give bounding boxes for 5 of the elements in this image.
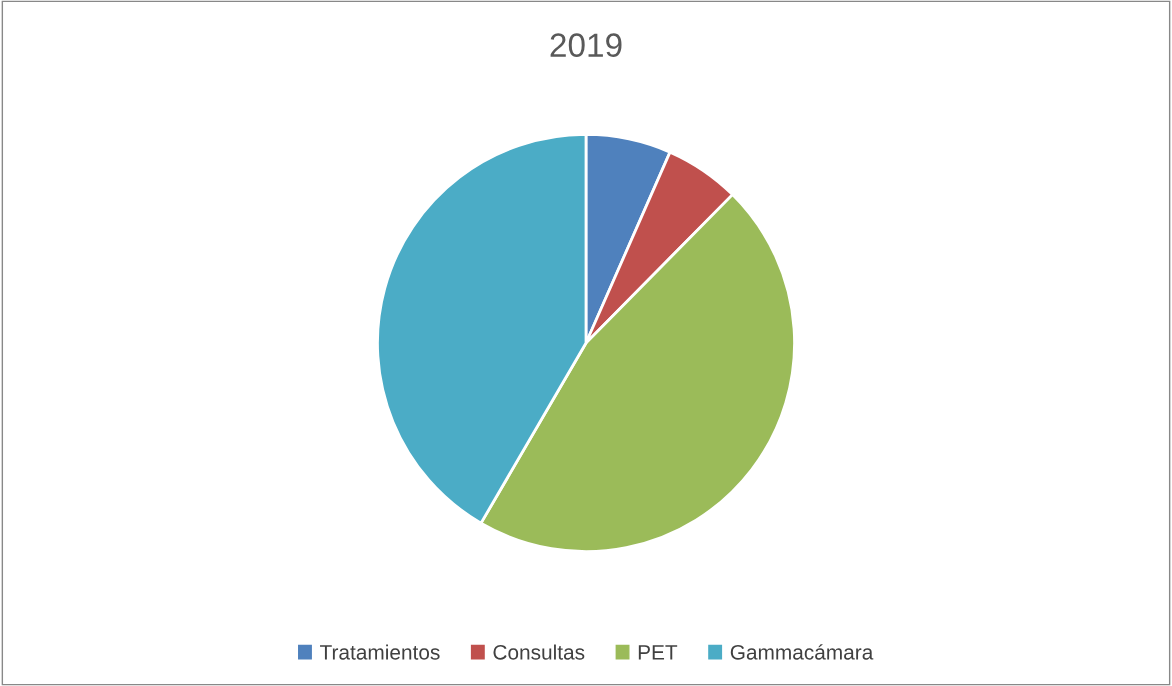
chart-title: 2019: [550, 33, 622, 57]
legend-label: Tratamientos: [320, 644, 440, 660]
legend-label: Gammacámara: [730, 644, 874, 660]
legend-label: Consultas: [493, 644, 585, 660]
legend-label: PET: [638, 645, 678, 660]
